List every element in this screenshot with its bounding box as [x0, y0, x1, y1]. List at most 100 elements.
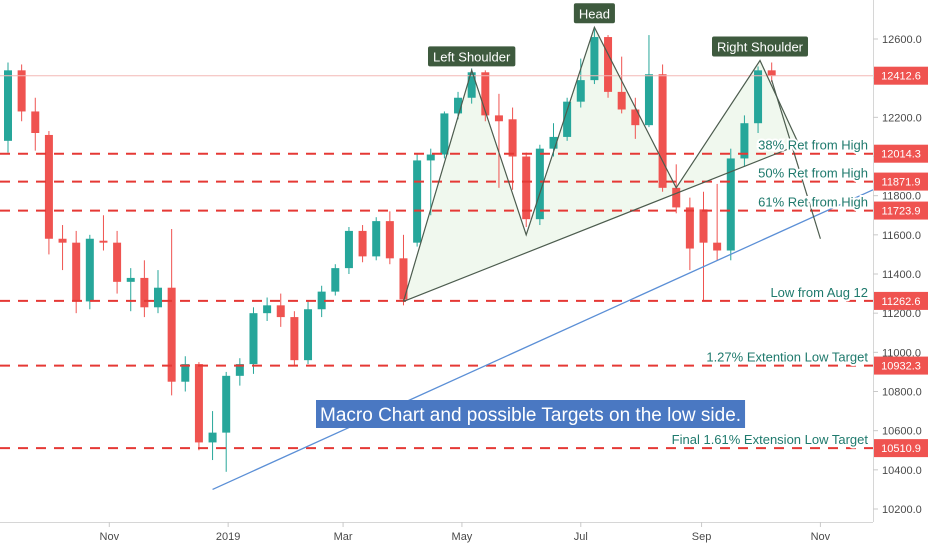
level-price-tag: 11262.6	[882, 296, 921, 308]
candle	[113, 230, 122, 294]
callout-box	[712, 36, 809, 57]
candle-body	[331, 268, 340, 292]
candle	[576, 58, 585, 108]
candle-body	[549, 136, 558, 149]
y-tick-label: 11000.0	[882, 347, 921, 359]
candle	[658, 64, 667, 192]
candle	[713, 183, 722, 261]
x-tick-label: Mar	[334, 531, 353, 543]
candle-body	[754, 70, 763, 124]
banner-text: Macro Chart and possible Targets on the …	[320, 405, 741, 426]
candle-body	[44, 134, 53, 239]
candle	[194, 362, 203, 451]
level-label: 61% Ret from High	[758, 195, 868, 210]
candle	[385, 211, 394, 265]
projection-line[interactable]	[771, 79, 821, 239]
level-price-tag: 11871.9	[882, 177, 921, 189]
banner-box	[316, 400, 746, 428]
candle	[467, 68, 476, 104]
candle-body	[31, 111, 40, 133]
x-tick-label: Nov	[100, 531, 120, 543]
candle	[617, 56, 626, 114]
candle	[440, 111, 449, 159]
neckline[interactable]	[403, 144, 800, 302]
candle-body	[358, 230, 367, 257]
candle	[590, 27, 599, 85]
level-label: 1.27% Extention Low Target	[706, 350, 868, 365]
candle-body	[385, 221, 394, 259]
candle	[331, 264, 340, 296]
callout-box	[573, 3, 615, 24]
x-tick-label: May	[452, 531, 473, 543]
pattern-outline[interactable]	[402, 25, 800, 302]
level-label: Low from Aug 12	[770, 285, 868, 300]
x-tick-label: 2019	[216, 531, 240, 543]
time-axis[interactable]: Nov 2019 Mar May Jul Sep Nov	[100, 522, 831, 543]
level-label: 50% Ret from High	[758, 166, 868, 181]
candle-body	[426, 154, 435, 161]
candle-body	[685, 207, 694, 249]
candle	[249, 307, 258, 374]
level-price-tag: 10510.9	[881, 443, 921, 455]
candle	[604, 35, 613, 98]
candle-body	[317, 291, 326, 310]
candle-body	[222, 375, 231, 433]
candle-body	[467, 72, 476, 98]
pattern-fill	[403, 27, 799, 302]
pattern-callouts: Left Shoulder Head Right Shoulder	[427, 3, 809, 67]
candle	[72, 230, 81, 314]
y-tick-label: 11200.0	[882, 308, 921, 320]
x-tick-label: Nov	[811, 531, 831, 543]
candle-body	[72, 242, 81, 302]
candle-body	[576, 80, 585, 102]
candle-body	[767, 70, 776, 76]
y-tick-label: 11800.0	[882, 191, 921, 203]
candle-body	[535, 148, 544, 220]
x-tick-label: Jul	[574, 531, 588, 543]
callout-label: Right Shoulder	[717, 40, 804, 55]
candle	[754, 66, 763, 133]
candle-body	[113, 242, 122, 282]
candle-body	[181, 364, 190, 382]
x-tick-label: Sep	[692, 531, 712, 543]
candle-body	[522, 156, 531, 220]
support-trendline[interactable]	[212, 189, 873, 491]
level-labels: 38% Ret from High 50% Ret from High 61% Re…	[670, 136, 871, 449]
candle	[17, 64, 26, 122]
candle-body	[563, 101, 572, 137]
candle	[317, 285, 326, 318]
horizontal-levels	[0, 75, 873, 450]
callout-box	[427, 46, 516, 67]
candle	[99, 215, 108, 251]
candle-body	[672, 187, 681, 208]
candle-body	[17, 70, 26, 112]
y-tick-label: 10600.0	[882, 426, 922, 438]
y-tick-label: 12600.0	[882, 34, 922, 46]
candle-body	[454, 97, 463, 114]
price-axis[interactable]: 10200.0 10400.0 10600.0 10800.0 11000.0 11200…	[873, 34, 922, 516]
candles	[4, 27, 776, 472]
candle-body	[699, 209, 708, 243]
y-tick-label: 10400.0	[882, 465, 922, 477]
candle-body	[740, 123, 749, 159]
candle-body	[208, 432, 217, 443]
candle	[58, 225, 67, 271]
candle	[508, 107, 517, 190]
candle-body	[481, 72, 490, 116]
candle-body	[494, 115, 503, 122]
candle-body	[617, 91, 626, 110]
candle	[263, 297, 272, 321]
candle-body	[140, 277, 149, 308]
candle-body	[658, 74, 667, 188]
pattern-callout: Head	[573, 3, 615, 24]
candle-body	[508, 119, 517, 157]
candle-body	[154, 287, 163, 308]
level-label: Final 1.61% Extension Low Target	[672, 432, 869, 447]
candle	[767, 62, 776, 83]
candle	[644, 35, 653, 128]
candle	[154, 270, 163, 314]
candle	[140, 260, 149, 318]
candle	[726, 148, 735, 261]
banner: Macro Chart and possible Targets on the …	[316, 400, 746, 428]
